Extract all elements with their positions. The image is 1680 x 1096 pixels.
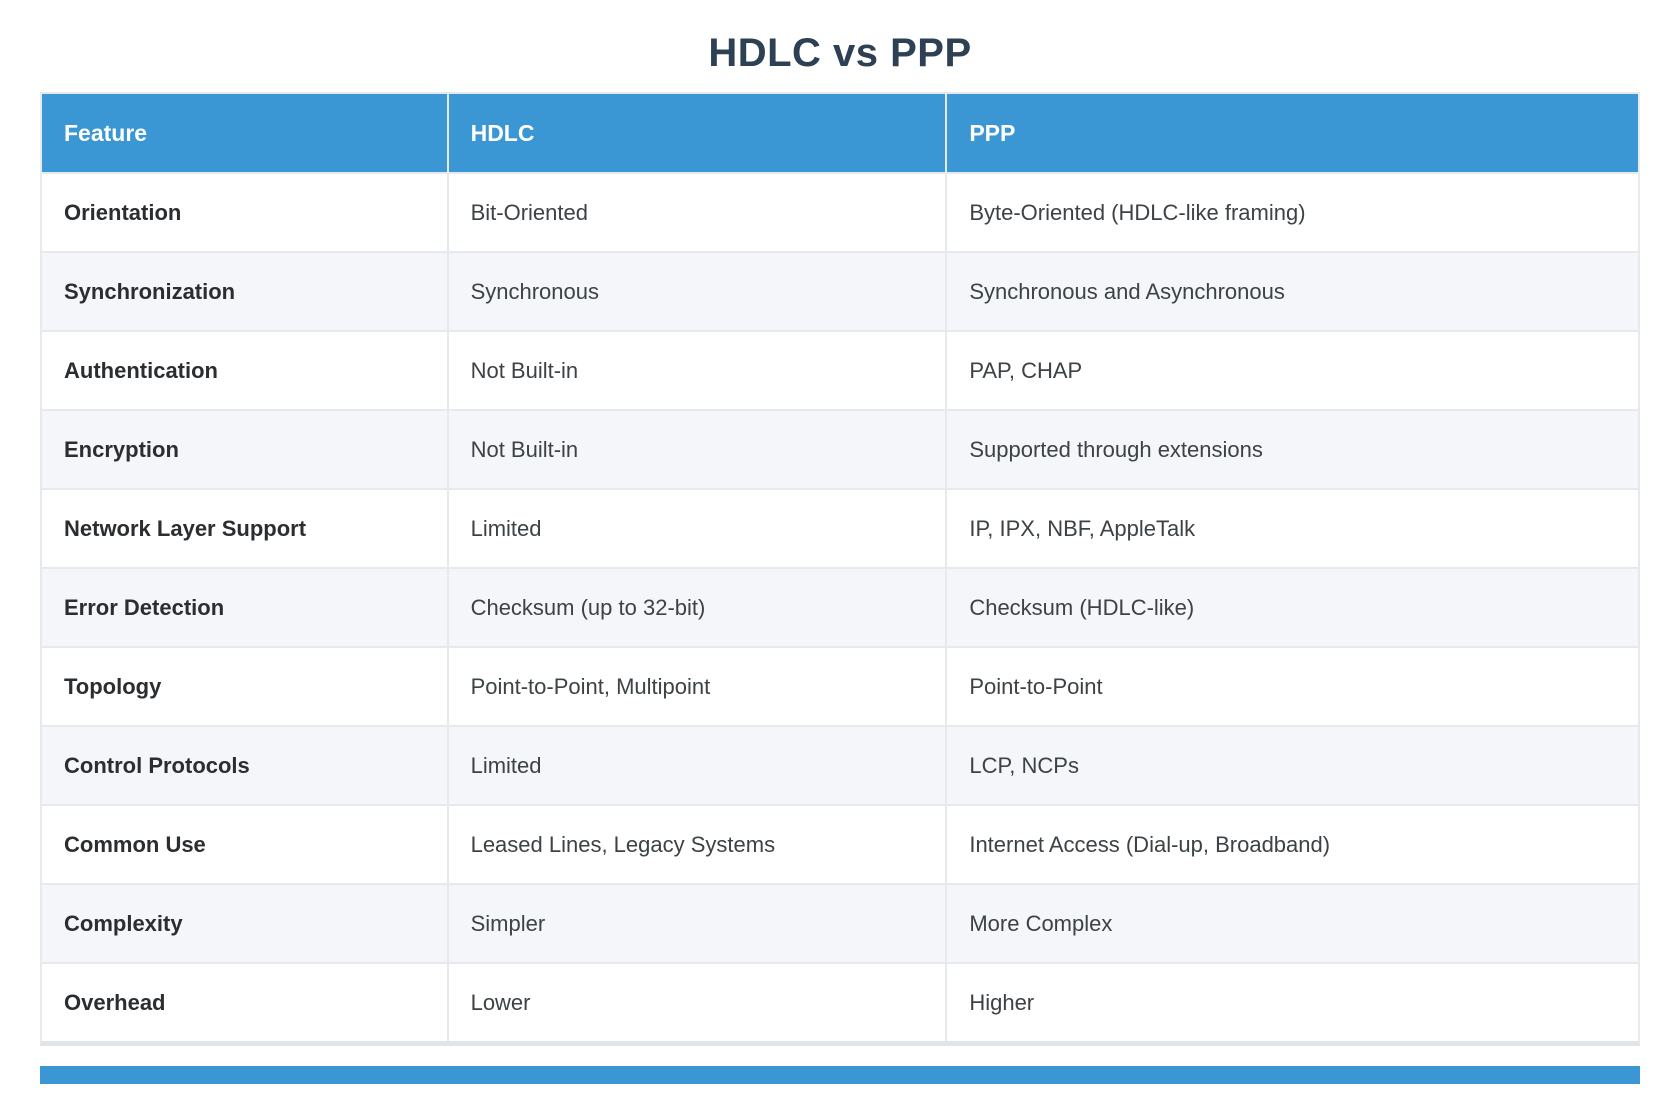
feature-cell: Authentication [64,357,218,383]
feature-cell: Common Use [64,831,206,857]
hdlc-cell: Lower [446,964,946,1041]
ppp-cell: More Complex [945,885,1638,962]
ppp-cell: Byte-Oriented (HDLC-like framing) [945,174,1638,251]
hdlc-cell: Synchronous [446,253,946,330]
feature-cell: Network Layer Support [64,515,307,541]
hdlc-cell: Simpler [446,885,946,962]
ppp-cell: Synchronous and Asynchronous [945,253,1638,330]
ppp-cell: LCP, NCPs [945,727,1638,804]
ppp-cell: Checksum (HDLC-like) [945,569,1638,646]
feature-cell: Control Protocols [64,752,250,778]
table-header-row: Feature HDLC PPP [42,94,1638,172]
hdlc-cell: Not Built-in [446,332,946,409]
feature-cell: Encryption [64,436,179,462]
feature-cell: Synchronization [64,278,236,304]
page-title: HDLC vs PPP [708,31,972,75]
feature-cell: Overhead [64,989,166,1015]
ppp-cell: Higher [945,964,1638,1041]
ppp-cell: PAP, CHAP [945,332,1638,409]
column-header-ppp: PPP [945,94,1638,172]
feature-cell: Error Detection [64,594,225,620]
feature-cell: Topology [64,673,162,699]
column-header-feature: Feature [64,119,148,146]
ppp-cell: Point-to-Point [945,648,1638,725]
table-row-synchronization: Synchronization Synchronous Synchronous … [42,251,1638,330]
hdlc-cell: Leased Lines, Legacy Systems [446,806,946,883]
hdlc-cell: Bit-Oriented [446,174,946,251]
table-row-encryption: Encryption Not Built-in Supported throug… [42,409,1638,488]
table-row-authentication: Authentication Not Built-in PAP, CHAP [42,330,1638,409]
table-row-common-use: Common Use Leased Lines, Legacy Systems … [42,804,1638,883]
table-row-error-detection: Error Detection Checksum (up to 32-bit) … [42,567,1638,646]
ppp-cell: IP, IPX, NBF, AppleTalk [945,490,1638,567]
table-row-network-layer-support: Network Layer Support Limited IP, IPX, N… [42,488,1638,567]
hdlc-cell: Checksum (up to 32-bit) [446,569,946,646]
table-row-orientation: Orientation Bit-Oriented Byte-Oriented (… [42,172,1638,251]
bottom-accent-bar [40,1066,1640,1084]
feature-cell: Complexity [64,910,183,936]
hdlc-cell: Limited [446,727,946,804]
comparison-table: Feature HDLC PPP Orientation Bit-Oriente… [40,92,1640,1046]
feature-cell: Orientation [64,199,182,225]
column-header-hdlc: HDLC [446,94,946,172]
hdlc-cell: Limited [446,490,946,567]
table-row-overhead: Overhead Lower Higher [42,962,1638,1041]
table-row-control-protocols: Control Protocols Limited LCP, NCPs [42,725,1638,804]
hdlc-cell: Point-to-Point, Multipoint [446,648,946,725]
ppp-cell: Internet Access (Dial-up, Broadband) [945,806,1638,883]
ppp-cell: Supported through extensions [945,411,1638,488]
page: HDLC vs PPP Feature HDLC PPP Orientation… [0,30,1680,1096]
table-row-complexity: Complexity Simpler More Complex [42,883,1638,962]
table-row-topology: Topology Point-to-Point, Multipoint Poin… [42,646,1638,725]
hdlc-cell: Not Built-in [446,411,946,488]
